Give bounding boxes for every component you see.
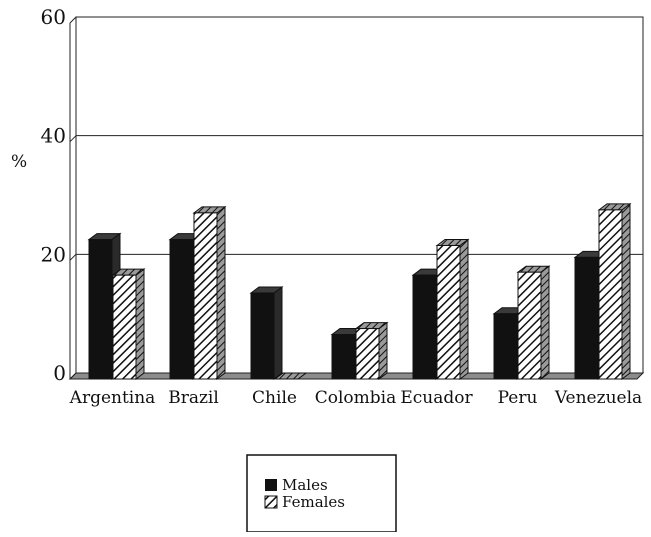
bar-front — [88, 239, 113, 380]
legend-swatch-females — [264, 495, 278, 509]
y-tick-mark — [69, 253, 77, 261]
x-tick-label: Peru — [498, 388, 538, 408]
bar-females-argentina — [111, 268, 146, 380]
bar-front — [493, 313, 518, 380]
bar-front — [355, 328, 380, 380]
axes-layer — [69, 16, 637, 380]
y-axis-label: % — [11, 152, 27, 172]
bar-front — [250, 292, 275, 380]
bar-front — [574, 256, 599, 380]
x-tick-label: Argentina — [69, 388, 156, 408]
x-tick-label: Brazil — [168, 388, 219, 408]
grid-layer — [75, 16, 644, 374]
bar-front — [331, 334, 356, 380]
plot-frame — [75, 16, 644, 374]
bar-side — [378, 321, 388, 380]
bar-front — [436, 245, 461, 380]
x-tick-label: Venezuela — [554, 388, 642, 408]
bars-layer — [87, 202, 632, 380]
legend-box — [246, 454, 397, 533]
bar-front — [193, 212, 218, 380]
y-tick-mark — [69, 16, 77, 24]
bar-side — [216, 205, 226, 380]
bar-front — [517, 271, 542, 380]
y-tick-mark — [69, 135, 77, 143]
labels-layer: 0 20 40 60 Argentina Brazil Chile Colombia Ecuad… — [41, 5, 643, 408]
bar-females-peru — [516, 265, 551, 380]
bar-front — [112, 274, 137, 380]
legend-label-males: Males — [282, 476, 328, 494]
legend-swatch-males — [265, 479, 277, 491]
y-tick-label: 60 — [41, 5, 66, 29]
bar-females-chile — [273, 372, 308, 380]
legend-label-females: Females — [282, 493, 345, 511]
bar-front — [598, 209, 623, 380]
bar-side — [621, 202, 631, 380]
bar-males-chile — [249, 285, 284, 380]
bar-side — [273, 285, 283, 380]
bar-front — [169, 239, 194, 380]
bar-top — [273, 372, 308, 380]
legend: Males Females — [246, 454, 397, 533]
bar-females-colombia — [354, 321, 389, 380]
bar-side — [135, 268, 145, 380]
y-tick-label: 40 — [41, 124, 66, 148]
y-tick-mark — [69, 372, 77, 380]
bar-side — [459, 238, 469, 380]
bar-front — [412, 274, 437, 380]
x-tick-label: Colombia — [315, 388, 397, 408]
bar-females-brazil — [192, 205, 227, 380]
x-tick-label: Ecuador — [400, 388, 473, 408]
x-tick-label: Chile — [252, 388, 297, 408]
bar-females-venezuela — [597, 202, 632, 380]
bar-side — [540, 265, 550, 380]
y-tick-label: 0 — [53, 361, 66, 385]
y-tick-label: 20 — [41, 242, 66, 266]
bar-females-ecuador — [435, 238, 470, 380]
